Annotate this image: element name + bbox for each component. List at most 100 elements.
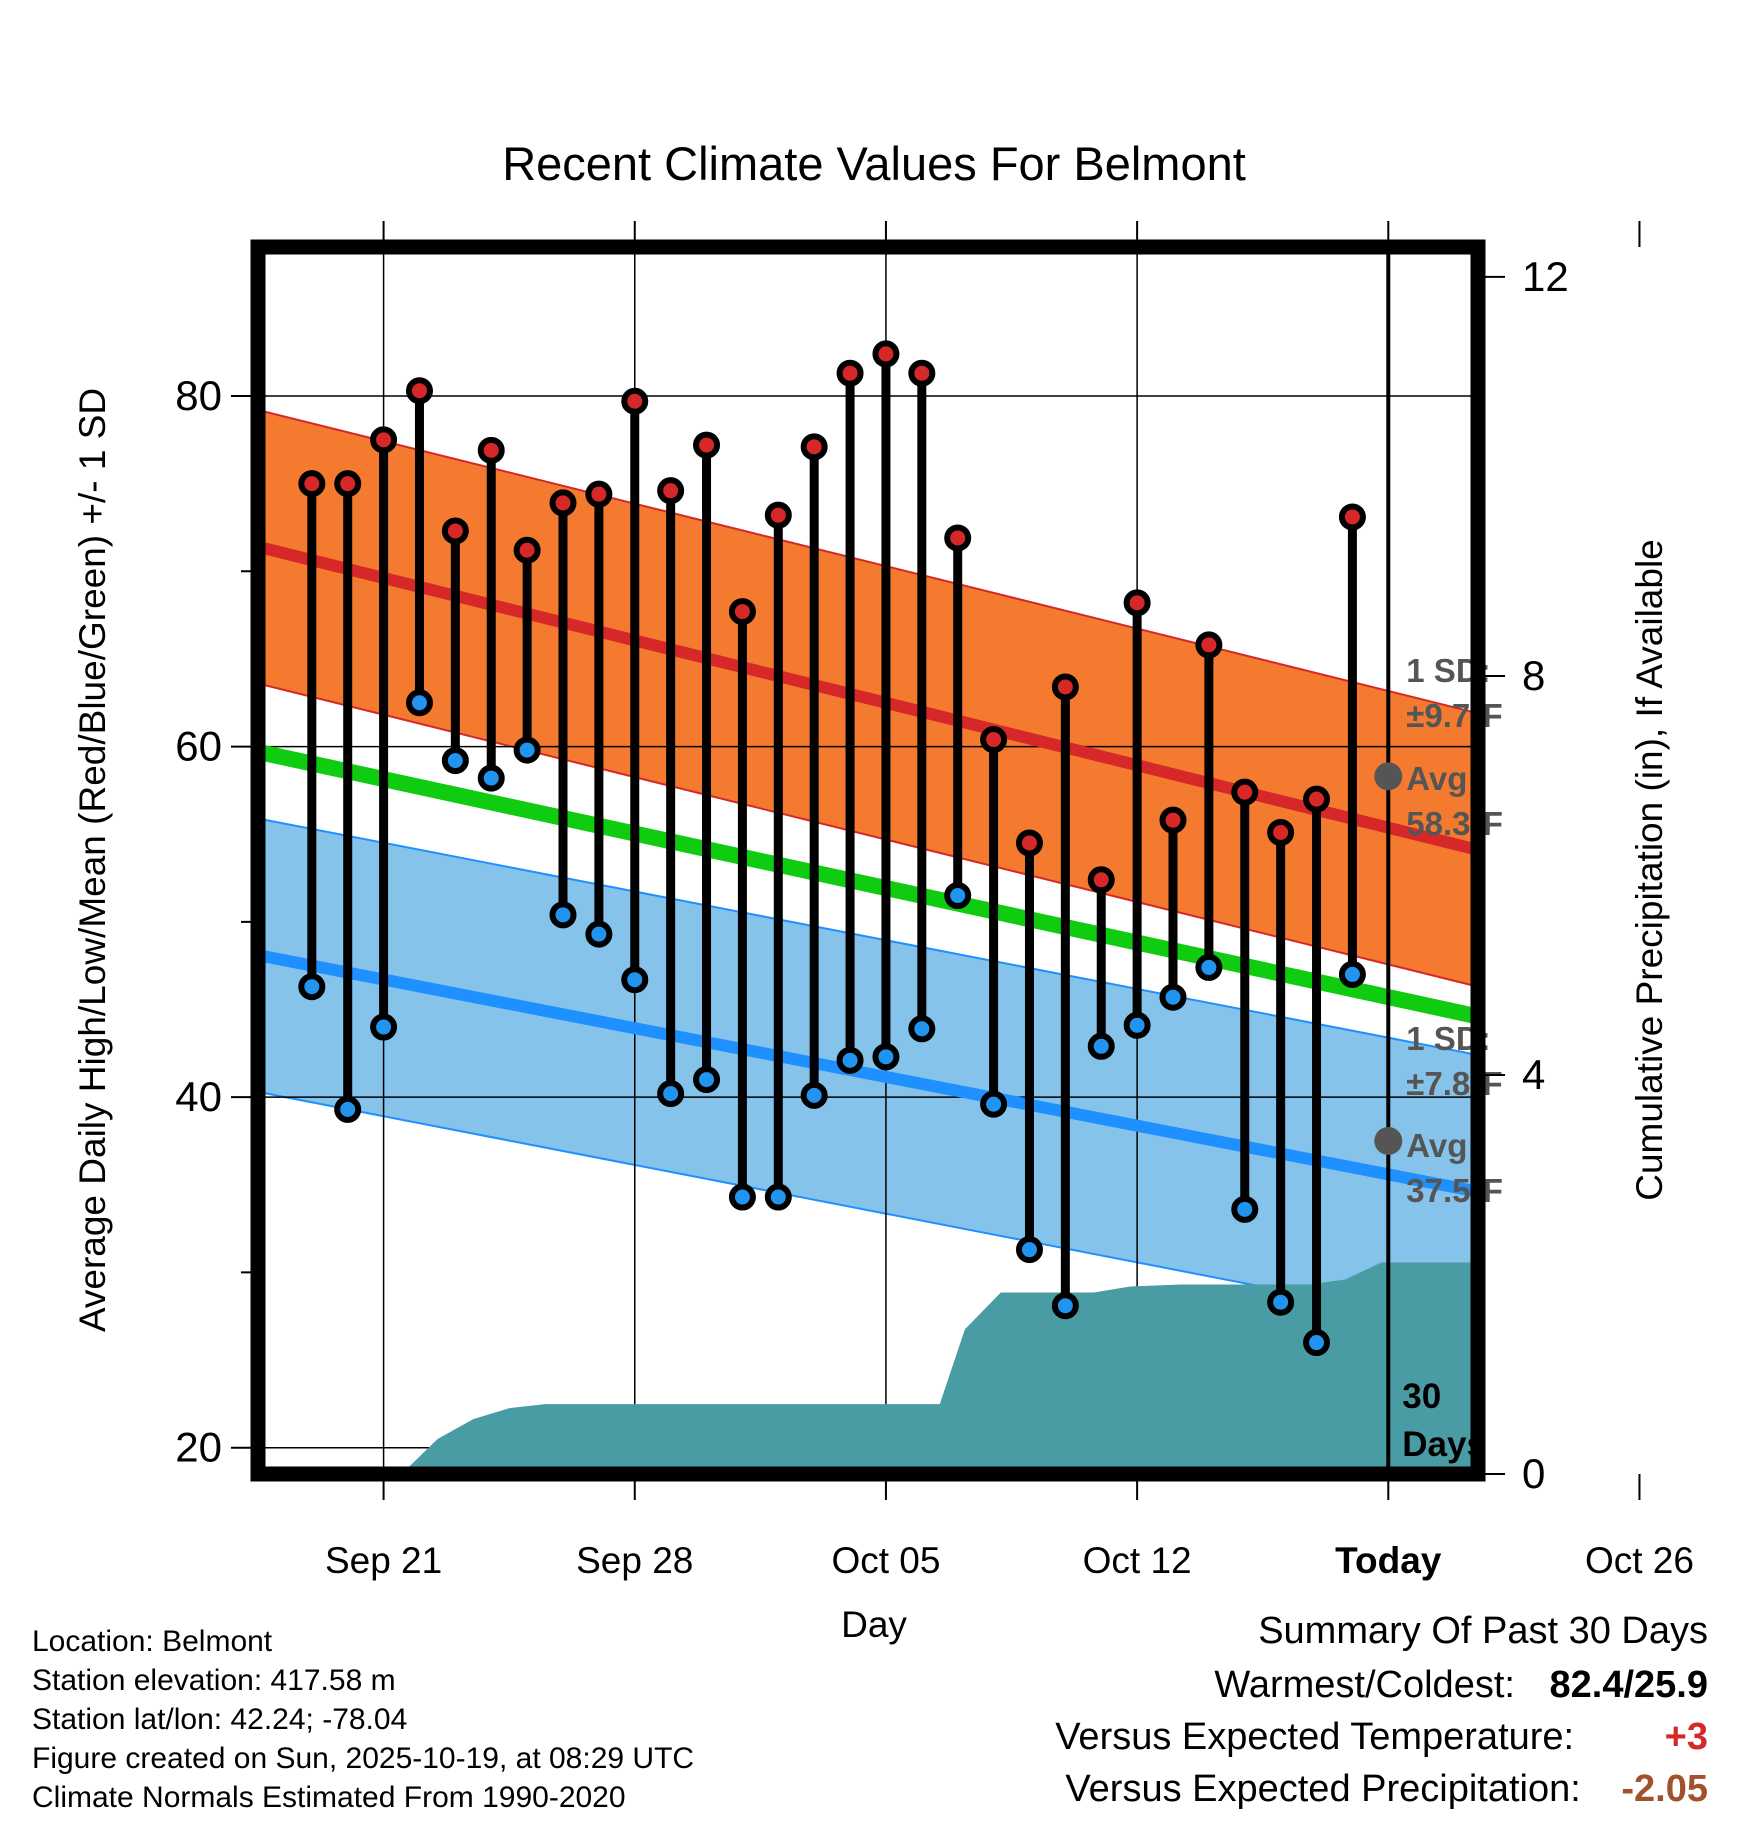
daily-low-point: [513, 736, 541, 764]
daily-low-point: [1051, 1292, 1079, 1320]
plot-layer: [258, 247, 1478, 1474]
high-avg-marker: [1374, 762, 1403, 791]
normal-high-line: [258, 540, 1478, 856]
daily-low-point: [549, 901, 577, 929]
x-tick-label: Sep 28: [576, 1540, 693, 1581]
daily-high-point: [1195, 631, 1223, 659]
daily-low-point: [477, 764, 505, 792]
daily-high-point: [441, 517, 469, 545]
precip-anomaly-label: Versus Expected Precipitation:: [1065, 1768, 1581, 1810]
daily-low-point: [872, 1043, 900, 1071]
summary-warm-cold: Warmest/Coldest: 82.4/25.9: [1214, 1664, 1708, 1707]
daily-high-point: [549, 489, 577, 517]
low-avg-marker: [1374, 1126, 1403, 1155]
y-tick-label: 60: [175, 723, 222, 770]
daily-high-point: [872, 340, 900, 368]
x-axis-label: Day: [841, 1604, 907, 1645]
daily-low-point: [980, 1090, 1008, 1118]
y2-tick-label: 4: [1522, 1051, 1545, 1098]
daily-high-point: [405, 377, 433, 405]
daily-low-point: [657, 1080, 685, 1108]
daily-high-point: [980, 726, 1008, 754]
station-info: Location: Belmont Station elevation: 417…: [32, 1622, 694, 1817]
daily-high-point: [1051, 673, 1079, 701]
daily-low-point: [334, 1095, 362, 1123]
y-tick-label: 80: [175, 372, 222, 419]
x-tick-label: Sep 21: [325, 1540, 442, 1581]
daily-high-point: [693, 431, 721, 459]
daily-low-point: [441, 747, 469, 775]
daily-high-point: [836, 359, 864, 387]
y-axis-label: Average Daily High/Low/Mean (Red/Blue/Gr…: [72, 388, 113, 1332]
high-avg-label: Avg:: [1406, 760, 1478, 797]
normals-text: Climate Normals Estimated From 1990-2020: [32, 1781, 626, 1814]
daily-high-point: [334, 470, 362, 498]
high-sd-value: ±9.7oF: [1406, 696, 1502, 734]
daily-high-point: [908, 359, 936, 387]
x-tick-label: Oct 12: [1083, 1540, 1192, 1581]
daily-high-point: [621, 387, 649, 415]
daily-low-point: [764, 1183, 792, 1211]
daily-low-point: [1338, 960, 1366, 988]
daily-low-point: [1087, 1032, 1115, 1060]
daily-high-point: [800, 433, 828, 461]
daily-high-point: [513, 536, 541, 564]
y2-tick-label: 12: [1522, 253, 1569, 300]
normal-mean-line: [258, 744, 1478, 1025]
daily-high-point: [298, 470, 326, 498]
daily-low-point: [1015, 1236, 1043, 1264]
y2-axis-label: Cumulative Precipitation (in), If Availa…: [1629, 539, 1670, 1201]
temp-anomaly-label: Versus Expected Temperature:: [1055, 1716, 1575, 1758]
daily-low-point: [800, 1081, 828, 1109]
low-avg-value: 37.5oF: [1406, 1171, 1503, 1209]
summary-temp: Versus Expected Temperature: +3: [1055, 1716, 1708, 1759]
daily-low-point: [1267, 1288, 1295, 1316]
daily-high-point: [477, 436, 505, 464]
warm-cold-label: Warmest/Coldest:: [1214, 1664, 1515, 1706]
temp-anomaly-value: +3: [1664, 1716, 1708, 1758]
normal-low-line: [258, 949, 1478, 1198]
x-tick-label: Oct 26: [1585, 1540, 1694, 1581]
plot-frame: [250, 239, 1486, 1482]
y-tick-label: 40: [175, 1073, 222, 1120]
daily-low-point: [1123, 1011, 1151, 1039]
summary-title: Summary Of Past 30 Days: [1258, 1610, 1708, 1652]
daily-high-point: [1338, 503, 1366, 531]
daily-high-point: [1123, 589, 1151, 617]
daily-high-point: [728, 598, 756, 626]
daily-high-point: [657, 477, 685, 505]
y2-tick-label: 8: [1522, 652, 1545, 699]
precip-anomaly-value: -2.05: [1621, 1768, 1708, 1810]
daily-low-point: [836, 1046, 864, 1074]
daily-high-point: [944, 524, 972, 552]
daily-low-point: [370, 1013, 398, 1041]
precipitation-area: [258, 1262, 1478, 1474]
y-tick-label: 20: [175, 1424, 222, 1471]
chart-title: Recent Climate Values For Belmont: [502, 137, 1246, 190]
daily-low-point: [944, 882, 972, 910]
warm-cold-value: 82.4/25.9: [1549, 1664, 1708, 1706]
daily-low-point: [908, 1015, 936, 1043]
x-tick-label: Today: [1335, 1540, 1442, 1581]
daily-low-point: [298, 973, 326, 1001]
daily-high-point: [585, 480, 613, 508]
daily-high-point: [1231, 778, 1259, 806]
low-sd-value: ±7.8oF: [1406, 1064, 1502, 1102]
x-tick-label: Oct 05: [831, 1540, 940, 1581]
period-label-number: 30: [1402, 1377, 1441, 1416]
location-text: Location: Belmont: [32, 1625, 273, 1658]
daily-low-point: [1159, 983, 1187, 1011]
daily-low-point: [728, 1183, 756, 1211]
daily-high-point: [1303, 785, 1331, 813]
summary-precip: Versus Expected Precipitation: -2.05: [1065, 1768, 1708, 1811]
daily-low-point: [1303, 1329, 1331, 1357]
latlon-text: Station lat/lon: 42.24; -78.04: [32, 1703, 408, 1736]
daily-high-point: [1087, 866, 1115, 894]
daily-low-point: [693, 1066, 721, 1094]
y2-tick-label: 0: [1522, 1450, 1545, 1497]
daily-low-point: [621, 966, 649, 994]
daily-low-point: [1231, 1195, 1259, 1223]
created-text: Figure created on Sun, 2025-10-19, at 08…: [32, 1742, 695, 1775]
daily-low-point: [1195, 953, 1223, 981]
low-avg-label: Avg:: [1406, 1127, 1478, 1164]
